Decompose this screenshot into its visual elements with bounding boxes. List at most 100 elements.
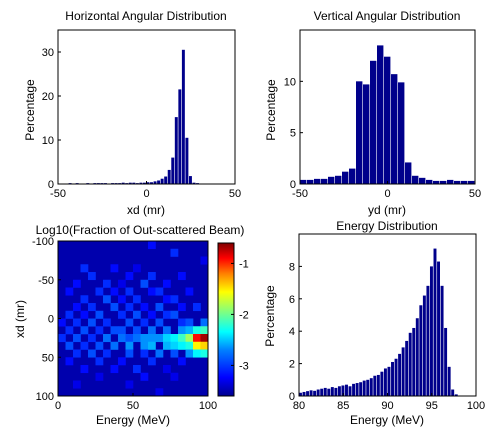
colorbar: [217, 242, 235, 397]
heatmap-cell: [118, 295, 126, 304]
tick-labels: 80 85 90 95 100 0 2 4 6 8: [289, 261, 485, 412]
heatmap-cell: [125, 318, 134, 327]
bar: [362, 380, 366, 396]
y-axis-label: Percentage: [263, 285, 277, 347]
bar: [306, 391, 310, 396]
heatmap-cell: [200, 334, 209, 343]
heatmap-cell: [170, 341, 179, 350]
heatmap-cell: [95, 372, 104, 381]
x-tick-label: 0: [55, 400, 61, 412]
heatmap-cell: [193, 303, 201, 312]
y-tick-label: 30: [42, 47, 54, 59]
heatmap-cell: [148, 357, 156, 366]
bar: [330, 387, 334, 396]
bar: [185, 137, 189, 184]
bar: [335, 175, 342, 184]
heatmap-cell: [65, 326, 74, 335]
bar: [323, 387, 327, 396]
heatmap-cell: [80, 310, 89, 319]
heatmap-cell: [95, 341, 104, 350]
heatmap-cell: [155, 349, 164, 358]
y-tick-label: 0: [48, 314, 54, 326]
bar: [391, 74, 398, 184]
y-tick-label: 5: [290, 128, 296, 140]
heatmap-cell: [80, 326, 89, 335]
y-tick-label: 0: [48, 179, 54, 191]
heatmap-cell: [103, 349, 111, 358]
chart-title: Vertical Angular Distribution: [314, 9, 461, 23]
heatmap-cell: [125, 272, 134, 281]
bar: [405, 340, 409, 396]
heatmap-cell: [73, 303, 81, 312]
x-tick-label: 50: [229, 188, 241, 200]
heatmap-cell: [163, 341, 171, 350]
heatmap-cell: [140, 341, 149, 350]
heatmap-cell: [65, 341, 74, 350]
heatmap-cell: [65, 310, 74, 319]
bar: [369, 378, 373, 396]
y-tick-label: 10: [284, 76, 296, 88]
chart-title: Log10(Fraction of Out-scattered Beam): [36, 223, 245, 237]
x-tick-label: 0: [143, 188, 149, 200]
heatmap-cell: [95, 326, 104, 335]
heatmap-cell: [155, 303, 164, 312]
vertical-angular-distribution-panel: Vertical Angular Distribution yd (mr) Pe…: [264, 9, 481, 217]
bar: [146, 182, 150, 184]
heatmap-cell: [140, 279, 149, 288]
plot-frame: [57, 29, 236, 185]
heatmap-cell: [118, 326, 126, 335]
bar: [359, 382, 363, 396]
heatmap-cell: [163, 326, 171, 335]
tick-labels: 0 50 100 -100 -50 0 50 100: [32, 236, 217, 412]
bar: [419, 305, 423, 396]
x-tick-label: 95: [426, 400, 438, 412]
heatmap-cell: [200, 326, 209, 335]
x-axis-label: yd (mr): [368, 203, 406, 217]
heatmap-cell: [140, 349, 149, 358]
heatmap-cell: [200, 349, 209, 358]
heatmap-cell: [110, 341, 119, 350]
y-tick-label: 50: [42, 352, 54, 364]
chart-title: Energy Distribution: [336, 219, 437, 233]
heatmap-cells: [58, 241, 209, 397]
heatmap-cell: [125, 287, 134, 296]
bars: [300, 45, 475, 185]
x-tick-label: -50: [50, 188, 66, 200]
colorbar-tick-labels: -1 -2 -3: [231, 258, 249, 372]
bar: [391, 361, 394, 396]
bar: [356, 81, 363, 184]
y-tick-label: 0: [289, 391, 295, 403]
heatmap-cell: [125, 303, 134, 312]
heatmap-cell: [133, 326, 141, 335]
x-tick-label: 50: [127, 400, 139, 412]
heatmap-cell: [125, 349, 134, 358]
heatmap-cell: [193, 349, 201, 358]
heatmap-cell: [148, 241, 156, 250]
bar: [437, 261, 440, 396]
bar: [451, 389, 455, 396]
y-tick-label: 8: [289, 261, 295, 273]
bar: [139, 182, 143, 184]
bar: [412, 327, 416, 396]
heatmap-cell: [155, 334, 164, 343]
heatmap-cell: [193, 341, 201, 350]
y-tick-label: 100: [36, 391, 54, 403]
heatmap-cell: [170, 372, 179, 381]
bar: [174, 117, 178, 184]
bar: [142, 182, 146, 184]
heatmap-cell: [118, 334, 126, 343]
y-tick-label: -50: [38, 275, 54, 287]
heatmap-cell: [65, 287, 74, 296]
bar: [429, 266, 433, 396]
heatmap-cell: [170, 334, 179, 343]
y-axis-label: Percentage: [23, 79, 37, 141]
heatmap-cell: [170, 310, 179, 319]
bar: [355, 383, 359, 396]
heatmap-cell: [163, 279, 171, 288]
bar: [313, 390, 317, 396]
bars: [299, 248, 458, 396]
heatmap-cell: [80, 341, 89, 350]
bar: [433, 248, 437, 396]
bar: [337, 386, 341, 396]
